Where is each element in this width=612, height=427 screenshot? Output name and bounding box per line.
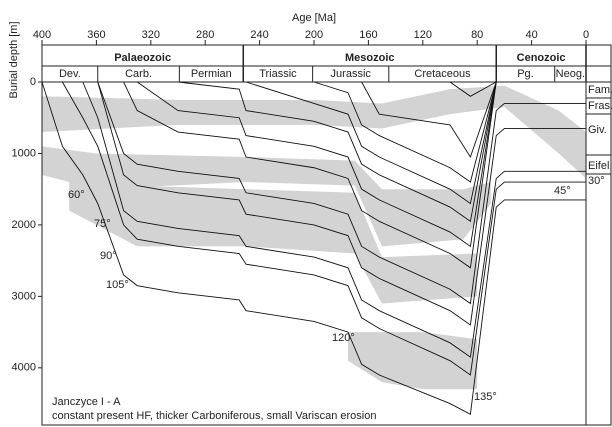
isotherm-label: 75° xyxy=(94,218,111,230)
annotation: Janczyce I - A xyxy=(52,396,121,408)
horizon-line xyxy=(177,81,497,223)
horizon-line xyxy=(41,81,586,415)
period-label: Triassic xyxy=(259,68,297,80)
isotherm-band xyxy=(348,332,478,390)
horizon-line xyxy=(136,81,497,248)
period-label: Jurassic xyxy=(331,68,372,80)
annotation: constant present HF, thicker Carbonifero… xyxy=(52,410,376,422)
x-tick-label: 40 xyxy=(525,29,537,41)
horizon-line xyxy=(62,81,586,376)
x-tick-label: 160 xyxy=(359,29,377,41)
horizon-line xyxy=(97,81,586,326)
period-label: Cretaceous xyxy=(414,68,471,80)
x-tick-label: 120 xyxy=(414,29,432,41)
y-tick-label: 3000 xyxy=(12,290,36,302)
x-tick-label: 240 xyxy=(250,29,268,41)
horizon-line xyxy=(97,81,586,305)
layer-label: Giv. xyxy=(588,124,607,136)
y-axis-label: Burial depth [m] xyxy=(8,21,20,98)
layer-label: Fam. xyxy=(588,84,612,96)
y-tick-label: 1000 xyxy=(12,147,36,159)
x-tick-label: 200 xyxy=(305,29,323,41)
horizon-line xyxy=(82,81,586,358)
x-tick-label: 400 xyxy=(33,29,51,41)
y-tick-label: 2000 xyxy=(12,219,36,231)
horizon-line xyxy=(449,81,497,97)
isotherm-label: 120° xyxy=(332,332,355,344)
layer-label: Eifel. xyxy=(588,160,612,172)
isotherm-band xyxy=(42,85,586,179)
era-label: Palaeozoic xyxy=(114,52,171,64)
isotherm-label: 90° xyxy=(100,250,117,262)
horizon-line xyxy=(123,81,497,269)
x-axis-label: Age [Ma] xyxy=(292,12,336,24)
horizon-line xyxy=(245,81,497,205)
isotherm-label: 135° xyxy=(474,391,497,403)
plot-frame xyxy=(41,44,612,426)
horizon-line xyxy=(313,81,497,183)
isotherm-label: 60° xyxy=(68,189,85,201)
isotherm-label: 30° xyxy=(588,175,605,187)
x-tick-label: 360 xyxy=(87,29,105,41)
x-tick-label: 320 xyxy=(142,29,160,41)
isotherm-band xyxy=(69,182,478,304)
y-tick-label: 4000 xyxy=(12,362,36,374)
x-tick-label: 80 xyxy=(471,29,483,41)
period-label: Carb. xyxy=(125,68,152,80)
x-tick-label: 280 xyxy=(196,29,214,41)
period-label: Neog. xyxy=(556,68,585,80)
isotherm-label: 105° xyxy=(106,279,129,291)
layer-label: Fras. xyxy=(588,100,612,112)
period-label: Pg. xyxy=(517,68,534,80)
isotherm-label: 45° xyxy=(554,185,571,197)
era-label: Mesozoic xyxy=(345,52,395,64)
x-tick-label: 0 xyxy=(583,29,589,41)
era-label: Cenozoic xyxy=(517,52,566,64)
period-label: Permian xyxy=(191,68,232,80)
period-label: Dev. xyxy=(59,68,81,80)
y-tick-label: 0 xyxy=(30,76,36,88)
horizon-line xyxy=(361,81,497,159)
